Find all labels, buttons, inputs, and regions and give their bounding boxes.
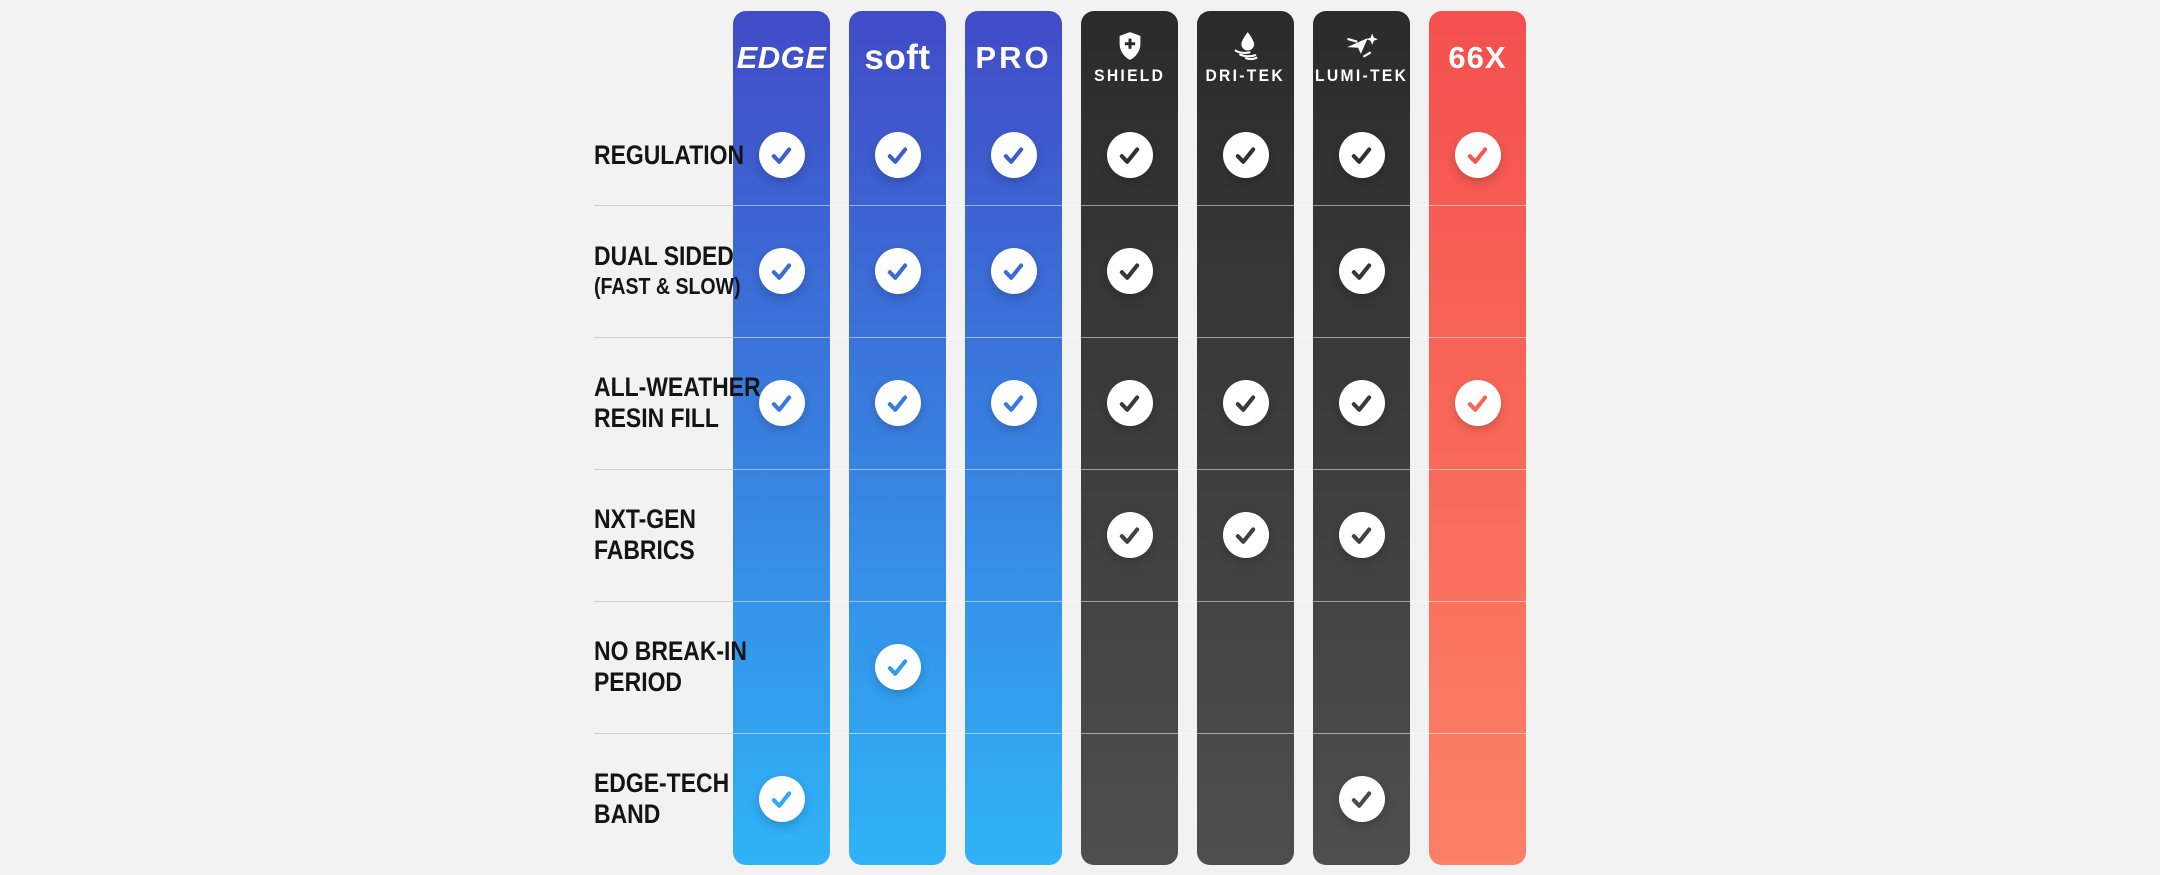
checkmark-icon (990, 380, 1037, 426)
row-label-line: BAND (594, 799, 661, 829)
row-separator (594, 733, 1526, 734)
check-cell-pro (965, 205, 1062, 337)
check-cell-lumi-tek (1313, 205, 1410, 337)
comparison-table: EDGE soft PRO SHIELD DRI-TEK LUMI-TEK 66X REGUL… (594, 11, 1526, 865)
checkmark-icon (990, 132, 1037, 178)
check-cell-66x (1429, 105, 1526, 205)
checkmark-icon (1338, 248, 1385, 294)
row-separator (594, 601, 1526, 602)
checkmark-icon (1106, 132, 1153, 178)
check-cell-soft (849, 205, 946, 337)
row-separator (594, 337, 1526, 338)
checkmark-icon (1222, 380, 1269, 426)
check-cell-soft (849, 337, 946, 469)
check-cell-soft (849, 601, 946, 733)
column-title: SHIELD (1093, 65, 1166, 85)
row-label: ALL-WEATHER RESIN FILL (594, 337, 761, 469)
checkmark-icon (874, 132, 921, 178)
row-label: REGULATION (594, 105, 744, 205)
row-separator (594, 469, 1526, 470)
checkmark-icon (874, 380, 921, 426)
shield-plus-icon (1116, 31, 1144, 61)
column-header-dri-tek: DRI-TEK (1197, 11, 1294, 105)
row-label: NXT-GEN FABRICS (594, 469, 714, 601)
checkmark-icon (1106, 248, 1153, 294)
check-cell-soft (849, 105, 946, 205)
check-cell-shield (1081, 205, 1178, 337)
checkmark-icon (1106, 380, 1153, 426)
checkmark-icon (758, 248, 805, 294)
check-cell-pro (965, 105, 1062, 205)
check-cell-lumi-tek (1313, 105, 1410, 205)
check-cell-shield (1081, 105, 1178, 205)
checkmark-icon (1222, 512, 1269, 558)
row-label-line: RESIN FILL (594, 403, 719, 433)
row-label-line: NXT-GEN (594, 504, 697, 534)
column-title: DRI-TEK (1205, 65, 1286, 85)
check-cell-dri-tek (1197, 105, 1294, 205)
check-cell-edge (733, 105, 830, 205)
checkmark-icon (1338, 512, 1385, 558)
check-cell-lumi-tek (1313, 733, 1410, 865)
column-title: 66X (1448, 40, 1507, 75)
shooting-star-icon (1345, 31, 1379, 61)
row-label: DUAL SIDED (FAST & SLOW) (594, 205, 741, 337)
checkmark-icon (990, 248, 1037, 294)
column-title: EDGE (736, 40, 827, 75)
column-header-shield: SHIELD (1081, 11, 1178, 105)
checkmark-icon (1338, 776, 1385, 822)
row-separator (594, 205, 1526, 206)
row-label-line: REGULATION (594, 139, 745, 170)
column-header-soft: soft (849, 11, 946, 105)
checkmark-icon (758, 132, 805, 178)
column-title: PRO (975, 40, 1052, 75)
row-label-line: EDGE-TECH (594, 768, 730, 798)
checkmark-icon (1106, 512, 1153, 558)
checkmark-icon (874, 644, 921, 690)
checkmark-icon (1338, 132, 1385, 178)
column-title: LUMI-TEK (1314, 65, 1409, 85)
checkmark-icon (1338, 380, 1385, 426)
water-drop-icon (1231, 31, 1261, 61)
checkmark-icon (758, 776, 805, 822)
column-header-66x: 66X (1429, 11, 1526, 105)
check-cell-dri-tek (1197, 469, 1294, 601)
check-cell-edge (733, 337, 830, 469)
checkmark-icon (874, 248, 921, 294)
row-label: EDGE-TECH BAND (594, 733, 729, 865)
row-label-line: FABRICS (594, 535, 695, 565)
row-label-line: PERIOD (594, 667, 683, 697)
row-label-line: ALL-WEATHER (594, 372, 761, 402)
check-cell-dri-tek (1197, 337, 1294, 469)
column-header-pro: PRO (965, 11, 1062, 105)
column-title: soft (864, 38, 931, 77)
checkmark-icon (758, 380, 805, 426)
check-cell-lumi-tek (1313, 469, 1410, 601)
checkmark-icon (1454, 132, 1501, 178)
row-label-line: DUAL SIDED (594, 241, 734, 271)
check-cell-66x (1429, 337, 1526, 469)
checkmark-icon (1454, 380, 1501, 426)
row-label: NO BREAK-IN PERIOD (594, 601, 747, 733)
row-label-line: NO BREAK-IN (594, 636, 747, 666)
check-cell-shield (1081, 337, 1178, 469)
column-header-lumi-tek: LUMI-TEK (1313, 11, 1410, 105)
column-header-edge: EDGE (733, 11, 830, 105)
check-cell-edge (733, 733, 830, 865)
check-cell-lumi-tek (1313, 337, 1410, 469)
check-cell-shield (1081, 469, 1178, 601)
check-cell-pro (965, 337, 1062, 469)
check-cell-edge (733, 205, 830, 337)
checkmark-icon (1222, 132, 1269, 178)
row-sublabel: (FAST & SLOW) (594, 273, 741, 299)
